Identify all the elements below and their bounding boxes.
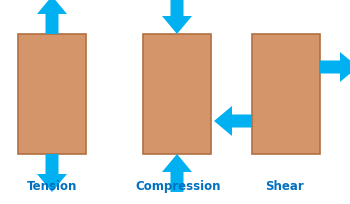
FancyArrow shape [162, 154, 192, 192]
FancyArrow shape [37, 154, 67, 192]
FancyArrow shape [214, 106, 252, 136]
Bar [252, 35, 320, 154]
Text: Compression: Compression [135, 179, 221, 192]
Bar [143, 35, 211, 154]
FancyArrow shape [320, 53, 350, 83]
FancyArrow shape [162, 0, 192, 35]
Bar [18, 35, 86, 154]
Text: Tension: Tension [27, 179, 77, 192]
Text: Shear: Shear [266, 179, 304, 192]
FancyArrow shape [37, 0, 67, 35]
